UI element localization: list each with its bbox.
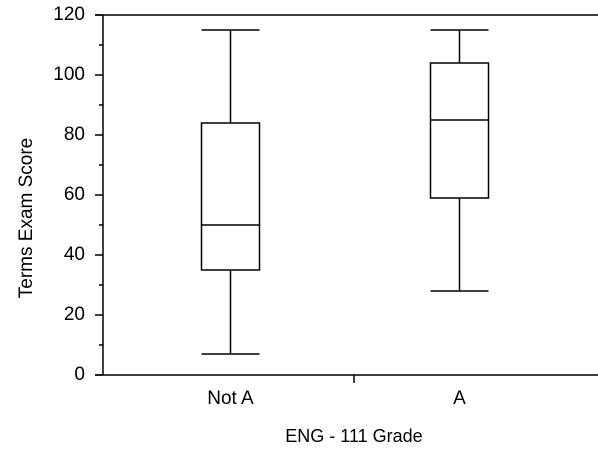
y-tick-label: 20 — [64, 304, 85, 325]
y-tick-label: 0 — [74, 364, 85, 385]
x-tick-label: A — [453, 388, 466, 409]
y-tick-label: 100 — [53, 64, 85, 85]
x-axis-label: ENG - 111 Grade — [285, 426, 422, 446]
y-axis-label: Terms Exam Score — [16, 138, 37, 298]
y-tick-label: 40 — [64, 244, 85, 265]
x-tick-label: Not A — [207, 388, 254, 409]
y-tick-label: 120 — [53, 4, 85, 25]
y-tick-label: 80 — [64, 124, 85, 145]
box — [200, 122, 261, 271]
box — [429, 62, 490, 199]
y-tick-label: 60 — [64, 184, 85, 205]
